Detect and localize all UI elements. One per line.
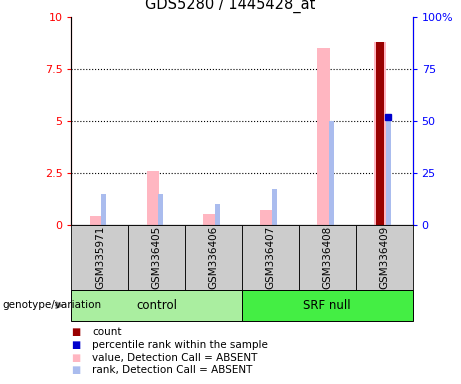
Bar bbox=[128, 225, 185, 290]
Bar bbox=[185, 225, 242, 290]
Text: GSM336408: GSM336408 bbox=[322, 226, 332, 289]
Text: GSM336406: GSM336406 bbox=[208, 226, 219, 289]
Bar bbox=[203, 214, 216, 225]
Bar bbox=[356, 225, 413, 290]
Text: ■: ■ bbox=[71, 365, 81, 375]
Bar bbox=[242, 225, 299, 290]
Bar bbox=[376, 42, 384, 225]
Bar bbox=[89, 216, 102, 225]
Text: ■: ■ bbox=[71, 353, 81, 362]
Text: ■: ■ bbox=[71, 327, 81, 337]
Bar bbox=[299, 225, 356, 290]
Text: GSM335971: GSM335971 bbox=[95, 225, 105, 289]
Text: percentile rank within the sample: percentile rank within the sample bbox=[92, 340, 268, 350]
Text: SRF null: SRF null bbox=[303, 299, 351, 312]
Text: GDS5280 / 1445428_at: GDS5280 / 1445428_at bbox=[145, 0, 316, 13]
Bar bbox=[385, 115, 391, 225]
Bar bbox=[71, 225, 128, 290]
Text: GSM336407: GSM336407 bbox=[266, 226, 276, 289]
Text: ■: ■ bbox=[71, 340, 81, 350]
Bar bbox=[272, 189, 277, 225]
Text: GSM336405: GSM336405 bbox=[152, 226, 162, 289]
Bar bbox=[158, 194, 163, 225]
Bar bbox=[260, 210, 273, 225]
Text: rank, Detection Call = ABSENT: rank, Detection Call = ABSENT bbox=[92, 365, 253, 375]
Bar bbox=[329, 121, 334, 225]
Text: count: count bbox=[92, 327, 122, 337]
Text: value, Detection Call = ABSENT: value, Detection Call = ABSENT bbox=[92, 353, 258, 362]
Bar bbox=[71, 290, 242, 321]
Bar bbox=[101, 194, 106, 225]
Text: GSM336409: GSM336409 bbox=[379, 226, 389, 289]
Bar bbox=[242, 290, 413, 321]
Bar bbox=[215, 204, 220, 225]
Bar bbox=[374, 42, 386, 225]
Bar bbox=[147, 171, 159, 225]
Bar bbox=[317, 48, 330, 225]
Text: control: control bbox=[136, 299, 177, 312]
Text: genotype/variation: genotype/variation bbox=[2, 300, 101, 310]
